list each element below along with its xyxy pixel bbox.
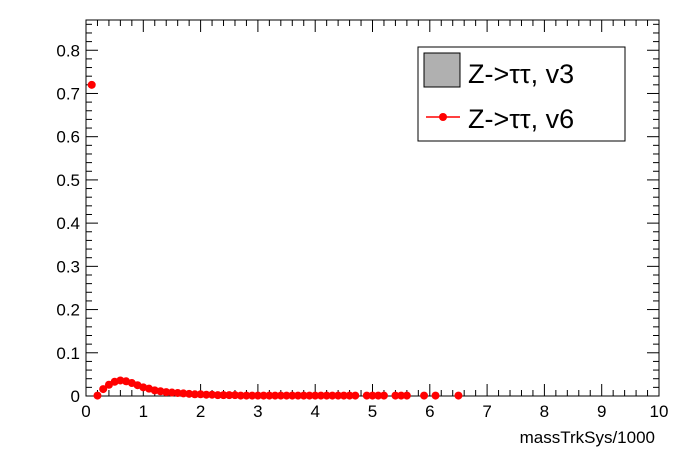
data-point: [219, 391, 228, 400]
data-point: [339, 391, 348, 400]
legend-label-v6: Z->ττ, v6: [468, 104, 574, 134]
x-tick-label: 10: [650, 402, 669, 421]
data-point: [391, 391, 400, 400]
data-point: [322, 391, 331, 400]
data-point: [162, 388, 171, 397]
y-tick-label: 0.6: [56, 128, 80, 147]
data-point: [179, 389, 188, 398]
x-tick-label: 2: [196, 402, 205, 421]
data-point: [454, 391, 463, 400]
data-point: [368, 391, 377, 400]
data-point: [167, 388, 176, 397]
data-point: [379, 391, 388, 400]
x-tick-label: 8: [540, 402, 549, 421]
data-point: [213, 391, 222, 400]
x-tick-label: 0: [81, 402, 90, 421]
x-tick-label: 9: [597, 402, 606, 421]
data-point: [431, 391, 440, 400]
data-point: [87, 80, 96, 89]
data-point: [402, 391, 411, 400]
data-point: [282, 391, 291, 400]
data-point: [305, 391, 314, 400]
data-point: [230, 391, 239, 400]
y-tick-label: 0.8: [56, 41, 80, 60]
y-tick-label: 0.5: [56, 171, 80, 190]
data-point: [173, 388, 182, 397]
data-point: [259, 391, 268, 400]
y-tick-label: 0: [71, 387, 80, 406]
legend-marker-v6: [439, 113, 447, 121]
legend-label-v3: Z->ττ, v3: [468, 59, 574, 89]
data-point: [93, 391, 102, 400]
data-point: [397, 391, 406, 400]
y-tick-label: 0.7: [56, 84, 80, 103]
y-tick-label: 0.3: [56, 257, 80, 276]
data-point: [208, 390, 217, 399]
data-point: [351, 391, 360, 400]
x-tick-label: 5: [368, 402, 377, 421]
data-point: [196, 390, 205, 399]
data-point: [276, 391, 285, 400]
data-point: [299, 391, 308, 400]
data-point: [374, 391, 383, 400]
data-point: [362, 391, 371, 400]
data-point: [334, 391, 343, 400]
x-tick-label: 6: [425, 402, 434, 421]
data-point: [345, 391, 354, 400]
data-point: [248, 391, 257, 400]
data-point: [271, 391, 280, 400]
x-tick-label: 7: [482, 402, 491, 421]
data-point: [294, 391, 303, 400]
x-axis-label: massTrkSys/1000: [520, 428, 655, 447]
data-point: [190, 390, 199, 399]
x-tick-label: 1: [139, 402, 148, 421]
y-tick-label: 0.1: [56, 344, 80, 363]
data-point: [316, 391, 325, 400]
data-point: [288, 391, 297, 400]
data-point: [185, 389, 194, 398]
y-tick-label: 0.4: [56, 214, 80, 233]
data-point: [265, 391, 274, 400]
series-layer: [87, 80, 463, 400]
data-point: [328, 391, 337, 400]
data-point: [225, 391, 234, 400]
x-tick-label: 4: [310, 402, 319, 421]
legend: Z->ττ, v3 Z->ττ, v6: [417, 46, 626, 142]
data-point: [242, 391, 251, 400]
legend-swatch-v3: [423, 52, 461, 88]
y-tick-label: 0.2: [56, 301, 80, 320]
data-point: [311, 391, 320, 400]
x-tick-label: 3: [253, 402, 262, 421]
data-point: [420, 391, 429, 400]
data-point: [236, 391, 245, 400]
data-point: [99, 385, 108, 394]
data-point: [202, 390, 211, 399]
y-axis: 0 0.1 0.2 0.3 0.4 0.5 0.6 0.7 0.8: [56, 23, 659, 406]
data-point: [253, 391, 262, 400]
